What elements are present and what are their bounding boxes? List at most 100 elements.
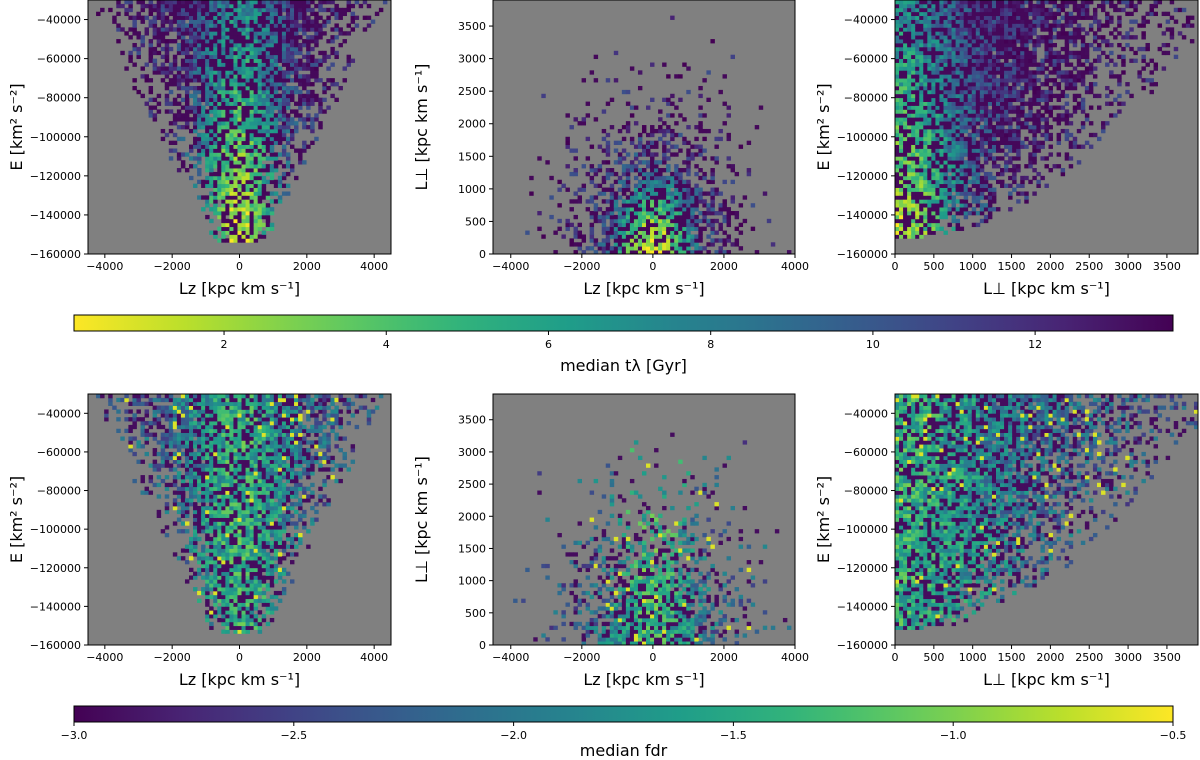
heatmap-cell xyxy=(172,117,178,122)
heatmap-cell xyxy=(257,109,263,114)
heatmap-cell xyxy=(983,0,989,5)
heatmap-cell xyxy=(1024,121,1029,126)
heatmap-cell xyxy=(1036,15,1041,20)
heatmap-cell xyxy=(923,58,928,63)
heatmap-cell xyxy=(605,144,611,149)
heatmap-cell xyxy=(983,183,989,188)
heatmap-cell xyxy=(613,148,619,153)
heatmap-cell xyxy=(184,70,190,75)
heatmap-cell xyxy=(277,93,283,99)
heatmap-cell xyxy=(1040,15,1045,20)
heatmap-cell xyxy=(241,136,246,142)
heatmap-cell xyxy=(951,164,956,169)
heatmap-cell xyxy=(935,171,940,177)
heatmap-cell xyxy=(698,148,703,153)
heatmap-cell xyxy=(310,7,315,13)
heatmap-cell xyxy=(156,66,162,71)
heatmap-cell xyxy=(217,35,222,40)
heatmap-cell xyxy=(229,31,234,36)
heatmap-cell xyxy=(277,117,283,122)
heatmap-cell xyxy=(233,82,238,87)
heatmap-cell xyxy=(955,218,961,224)
heatmap-cell xyxy=(209,19,214,24)
heatmap-cell xyxy=(1068,31,1074,36)
heatmap-cell xyxy=(217,140,222,145)
heatmap-cell xyxy=(1032,15,1037,20)
heatmap-cell xyxy=(939,97,944,102)
heatmap-cell xyxy=(1032,42,1037,48)
heatmap-cell xyxy=(690,191,695,196)
heatmap-cell xyxy=(241,54,246,60)
heatmap-cell xyxy=(285,136,291,142)
heatmap-cell xyxy=(1032,93,1037,99)
heatmap-cell xyxy=(931,35,936,40)
heatmap-cell xyxy=(996,121,1001,126)
heatmap-cell xyxy=(1044,136,1049,142)
heatmap-cell xyxy=(911,62,916,67)
heatmap-cell xyxy=(979,58,985,63)
heatmap-cell xyxy=(1068,70,1074,75)
heatmap-cell xyxy=(168,89,174,95)
heatmap-cell xyxy=(963,42,969,48)
heatmap-cell xyxy=(249,125,255,130)
heatmap-cell xyxy=(217,125,222,130)
heatmap-cell xyxy=(176,74,182,79)
heatmap-cell xyxy=(1000,54,1005,60)
heatmap-cell xyxy=(625,211,631,216)
heatmap-cell xyxy=(637,234,643,239)
heatmap-cell xyxy=(694,226,699,231)
heatmap-cell xyxy=(895,121,900,126)
heatmap-cell xyxy=(306,105,311,110)
heatmap-cell xyxy=(597,144,603,149)
heatmap-cell xyxy=(221,74,226,79)
heatmap-cell xyxy=(646,187,651,192)
heatmap-cell xyxy=(931,187,936,192)
heatmap-cell xyxy=(658,128,663,134)
heatmap-cell xyxy=(193,39,198,44)
heatmap-cell xyxy=(589,144,595,149)
heatmap-cell xyxy=(959,113,965,118)
heatmap-cell xyxy=(346,3,351,9)
heatmap-cell xyxy=(261,148,267,153)
heatmap-cell xyxy=(285,0,291,5)
heatmap-cell xyxy=(911,234,916,239)
heatmap-cell xyxy=(253,214,259,220)
heatmap-cell xyxy=(261,11,267,17)
heatmap-cell xyxy=(1000,179,1005,185)
heatmap-cell xyxy=(971,50,977,56)
heatmap-cell xyxy=(1032,113,1037,118)
heatmap-cell xyxy=(273,168,279,173)
heatmap-cell xyxy=(1036,140,1041,145)
heatmap-cell xyxy=(285,19,291,24)
heatmap-cell xyxy=(641,222,647,228)
heatmap-cell xyxy=(277,199,283,204)
heatmap-cell xyxy=(1064,78,1070,83)
heatmap-cell xyxy=(253,164,259,169)
heatmap-cell xyxy=(899,85,904,91)
heatmap-cell xyxy=(666,218,671,224)
heatmap-cell xyxy=(650,238,655,243)
heatmap-cell xyxy=(1060,23,1066,28)
heatmap-cell xyxy=(625,246,631,251)
heatmap-cell xyxy=(915,46,920,52)
heatmap-cell xyxy=(983,195,989,200)
heatmap-cell xyxy=(967,50,973,56)
heatmap-cell xyxy=(613,230,619,235)
heatmap-cell xyxy=(193,50,198,56)
heatmap-cell xyxy=(285,156,291,161)
heatmap-cell xyxy=(290,15,295,20)
heatmap-cell xyxy=(899,234,904,239)
heatmap-cell xyxy=(698,199,703,204)
heatmap-cell xyxy=(225,179,230,185)
heatmap-cell xyxy=(225,46,230,52)
heatmap-cell xyxy=(1064,117,1070,122)
heatmap-cell xyxy=(919,58,924,63)
heatmap-cell xyxy=(245,175,250,181)
heatmap-cell xyxy=(682,195,687,200)
heatmap-cell xyxy=(939,171,944,177)
heatmap-cell xyxy=(895,199,900,204)
heatmap-cell xyxy=(690,199,695,204)
heatmap-cell xyxy=(281,58,287,63)
heatmap-cell xyxy=(951,168,956,173)
heatmap-cell xyxy=(245,66,250,71)
